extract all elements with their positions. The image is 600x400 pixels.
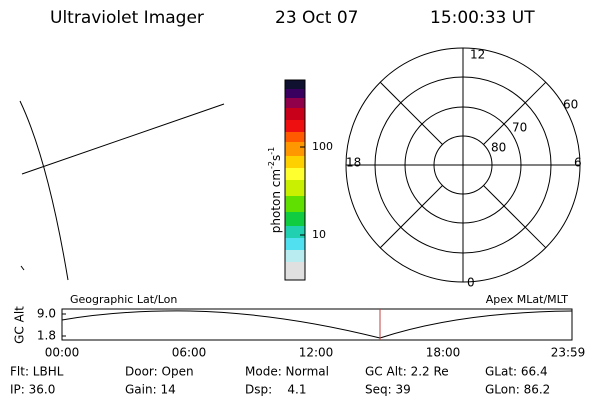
- y-tick-label: 9.0: [37, 307, 56, 321]
- timeline-ylabel: GC Alt: [13, 306, 27, 344]
- timeline: [61, 308, 573, 341]
- unit: s: [269, 155, 283, 161]
- x-tick-label: 06:00: [172, 346, 207, 360]
- polar-grid: [345, 47, 581, 283]
- footer-field: Door: Open: [125, 365, 194, 379]
- time: 15:00:33 UT: [430, 8, 535, 28]
- date: 23 Oct 07: [275, 8, 358, 28]
- geo-map: [19, 100, 225, 281]
- footer-field: GLat: 66.4: [485, 365, 548, 379]
- footer-field: GC Alt: 2.2 Re: [365, 365, 449, 379]
- footer-field: Mode: Normal: [245, 365, 329, 379]
- instrument: Ultraviolet Imager: [50, 8, 204, 28]
- mlt-label: 0: [467, 276, 475, 290]
- mlt-label: 12: [470, 48, 485, 62]
- panel-label: Geographic Lat/Lon: [70, 293, 177, 306]
- colorbar-tick: 10: [312, 228, 326, 241]
- footer-field: Gain: 14: [125, 383, 176, 397]
- exp: -1: [267, 147, 276, 155]
- x-tick-label: 12:00: [299, 346, 334, 360]
- panel-label: Apex MLat/MLT: [486, 293, 569, 306]
- x-tick-label: 18:00: [426, 346, 461, 360]
- footer-field: GLon: 86.2: [485, 383, 550, 397]
- footer-field: Dsp: 4.1: [245, 383, 307, 397]
- footer-field: Seq: 39: [365, 383, 411, 397]
- lat-label: 70: [512, 121, 527, 135]
- footer: Flt: LBHL Door: Open Mode: Normal GC Alt: 2…: [10, 365, 550, 397]
- x-tick-label: 23:59: [551, 346, 586, 360]
- x-tick-label: 00:00: [45, 346, 80, 360]
- y-tick-label: 1.8: [37, 329, 56, 343]
- exp: -2: [267, 161, 276, 169]
- unit: photon cm: [269, 169, 283, 233]
- lat-label: 80: [491, 141, 506, 155]
- mlt-label: 18: [346, 156, 361, 170]
- colorbar: [284, 79, 306, 281]
- colorbar-label: photon cm-2s-1: [267, 147, 283, 234]
- footer-field: IP: 36.0: [10, 383, 55, 397]
- footer-field: Flt: LBHL: [10, 365, 64, 379]
- mlt-label: 6: [574, 156, 582, 170]
- colorbar-tick: 100: [312, 140, 333, 153]
- lat-label: 60: [563, 98, 578, 112]
